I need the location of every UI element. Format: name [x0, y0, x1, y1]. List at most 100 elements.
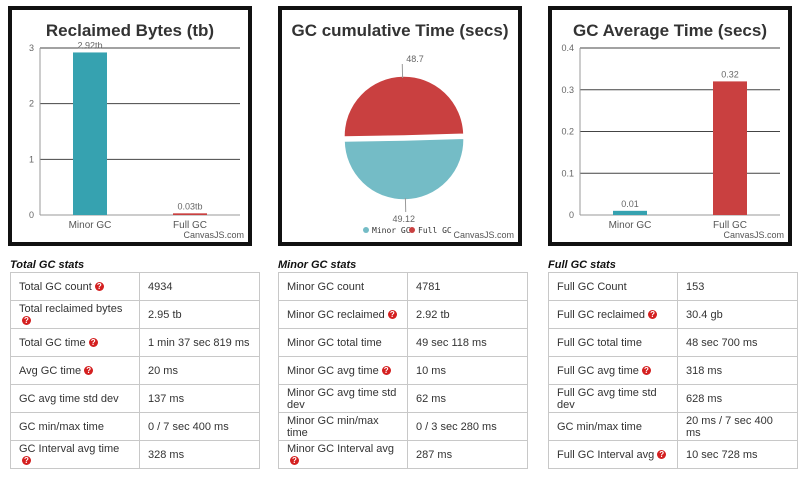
stat-label: GC avg time std dev: [10, 384, 140, 413]
stat-label-text: Minor GC total time: [287, 336, 382, 349]
x-tick-label: Minor GC: [69, 220, 112, 231]
table-row: Full GC avg time? 318 ms: [548, 356, 798, 385]
stat-value: 2.95 tb: [139, 300, 260, 329]
help-icon[interactable]: ?: [648, 310, 658, 320]
table-row: GC min/max time 20 ms / 7 sec 400 ms: [548, 412, 798, 441]
y-tick-label: 0.4: [561, 43, 574, 53]
stat-label: Minor GC min/max time: [278, 412, 408, 441]
stat-value: 318 ms: [677, 356, 798, 385]
bar-minor-gc: [613, 210, 647, 215]
y-tick-label: 0: [29, 210, 34, 220]
stat-label-text: Total reclaimed bytes: [19, 302, 123, 315]
minor-gc-stats-table: Minor GC count 4781 Minor GC reclaimed? 2.9…: [278, 272, 528, 469]
help-icon[interactable]: ?: [641, 366, 651, 376]
stat-value: 30.4 gb: [677, 300, 798, 329]
x-tick-label: Full GC: [173, 220, 207, 231]
table-row: Full GC total time 48 sec 700 ms: [548, 328, 798, 357]
y-tick-label: 2: [29, 99, 34, 109]
stat-label-text: Minor GC Interval avg: [287, 442, 394, 455]
y-tick-label: 0.1: [561, 168, 574, 178]
stat-value: 49 sec 118 ms: [407, 328, 528, 357]
help-icon[interactable]: ?: [94, 282, 104, 292]
stat-value: 0 / 7 sec 400 ms: [139, 412, 260, 441]
stat-label: Full GC total time: [548, 328, 678, 357]
stat-label: Full GC avg time?: [548, 356, 678, 385]
table-row: GC Interval avg time? 328 ms: [10, 440, 260, 469]
stat-label-text: Minor GC avg time std dev: [287, 386, 397, 411]
stat-value: 48 sec 700 ms: [677, 328, 798, 357]
stat-label-text: GC Interval avg time: [19, 442, 120, 455]
minor-gc-stats-title: Minor GC stats: [278, 259, 357, 271]
stat-value: 628 ms: [677, 384, 798, 413]
data-label: 48.7: [406, 54, 424, 64]
x-tick-label: Minor GC: [609, 220, 652, 231]
help-icon[interactable]: ?: [290, 456, 299, 466]
data-label: 2.92tb: [77, 40, 102, 50]
stat-label-text: Minor GC count: [287, 280, 365, 293]
total-gc-stats-table: Total GC count? 4934 Total reclaimed bytes…: [10, 272, 260, 469]
stat-label-text: Total GC count: [19, 280, 92, 293]
gc-average-time-chart: GC Average Time (secs) 0 0.1 0.2 0.3 0.4 0.01 M…: [548, 6, 792, 246]
stat-label-text: Full GC Interval avg: [557, 448, 655, 461]
data-label: 0.01: [621, 199, 639, 209]
total-gc-stats-title: Total GC stats: [10, 259, 85, 271]
stat-label-text: Minor GC avg time: [287, 364, 379, 377]
stat-label-text: Full GC reclaimed: [557, 308, 646, 321]
table-row: Minor GC reclaimed? 2.92 tb: [278, 300, 528, 329]
help-icon[interactable]: ?: [22, 316, 31, 326]
gc-average-time-svg: GC Average Time (secs) 0 0.1 0.2 0.3 0.4 0.01 M…: [561, 21, 784, 240]
table-row: Minor GC avg time std dev 62 ms: [278, 384, 528, 413]
help-icon[interactable]: ?: [657, 450, 667, 460]
y-tick-label: 3: [29, 43, 34, 53]
table-row: Total GC count? 4934: [10, 272, 260, 301]
help-icon[interactable]: ?: [387, 310, 397, 320]
gc-cumulative-time-chart: GC cumulative Time (secs) 49.12 48.7 Minor …: [278, 6, 522, 246]
stat-value: 10 ms: [407, 356, 528, 385]
bar-full-gc: [173, 213, 207, 215]
stat-value: 1 min 37 sec 819 ms: [139, 328, 260, 357]
stat-label-text: Minor GC min/max time: [287, 414, 379, 439]
y-tick-label: 0: [569, 210, 574, 220]
help-icon[interactable]: ?: [22, 456, 31, 466]
help-icon[interactable]: ?: [84, 366, 94, 376]
stat-value: 137 ms: [139, 384, 260, 413]
data-label: 0.03tb: [177, 201, 202, 211]
stat-label: Total GC count?: [10, 272, 140, 301]
stat-label: Full GC reclaimed?: [548, 300, 678, 329]
help-icon[interactable]: ?: [88, 338, 98, 348]
stat-label-text: Avg GC time: [19, 364, 82, 377]
pie-slice-full-gc: [343, 75, 465, 138]
stat-value: 4934: [139, 272, 260, 301]
y-tick-label: 1: [29, 154, 34, 164]
stat-label: Total reclaimed bytes?: [10, 300, 140, 329]
stat-label-text: Total GC time: [19, 336, 86, 349]
stat-label-text: Full GC total time: [557, 336, 642, 349]
help-icon[interactable]: ?: [381, 366, 391, 376]
x-tick-label: Full GC: [713, 220, 747, 231]
table-row: Full GC reclaimed? 30.4 gb: [548, 300, 798, 329]
data-label: 49.12: [392, 214, 415, 224]
stat-label: Total GC time?: [10, 328, 140, 357]
chart-title: GC cumulative Time (secs): [292, 21, 509, 40]
table-row: GC avg time std dev 137 ms: [10, 384, 260, 413]
table-row: Minor GC count 4781: [278, 272, 528, 301]
stat-value: 20 ms: [139, 356, 260, 385]
reclaimed-bytes-chart: Reclaimed Bytes (tb) 0 1 2 3 2.92tb Minor GC 0.…: [8, 6, 252, 246]
legend-marker: [363, 227, 369, 233]
pie-slice-minor-gc: [343, 137, 465, 201]
stat-value: 10 sec 728 ms: [677, 440, 798, 469]
table-row: Total GC time? 1 min 37 sec 819 ms: [10, 328, 260, 357]
stat-value: 0 / 3 sec 280 ms: [407, 412, 528, 441]
legend-marker: [409, 227, 415, 233]
stat-label-text: GC min/max time: [557, 420, 642, 433]
stat-label: Avg GC time?: [10, 356, 140, 385]
stat-value: 287 ms: [407, 440, 528, 469]
stat-label-text: GC min/max time: [19, 420, 104, 433]
full-gc-stats-table: Full GC Count 153 Full GC reclaimed? 30.4 g…: [548, 272, 798, 469]
y-tick-label: 0.3: [561, 85, 574, 95]
data-label: 0.32: [721, 69, 739, 79]
table-row: Minor GC total time 49 sec 118 ms: [278, 328, 528, 357]
stat-label-text: Full GC avg time std dev: [557, 386, 657, 411]
stat-label: Minor GC Interval avg?: [278, 440, 408, 469]
table-row: Total reclaimed bytes? 2.95 tb: [10, 300, 260, 329]
